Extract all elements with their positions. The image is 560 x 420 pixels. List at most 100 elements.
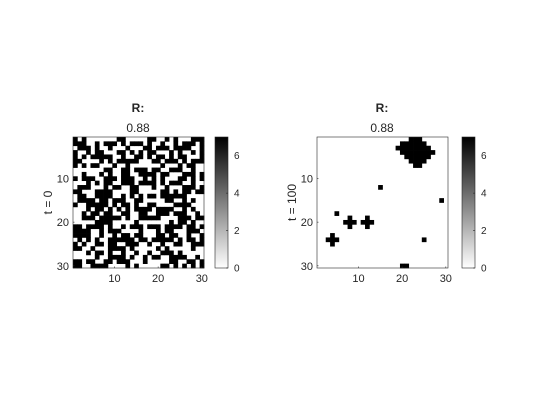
colorbar-tick-label: 0	[234, 264, 240, 275]
heatmap-cell	[99, 215, 104, 221]
colorbar-tick-label: 4	[234, 189, 240, 200]
heatmap-cell	[164, 158, 170, 164]
heatmap-cell	[73, 141, 78, 147]
heatmap-cell	[147, 250, 152, 256]
heatmap-cell	[199, 224, 205, 230]
heatmap-cell	[86, 180, 91, 186]
heatmap-cell	[164, 189, 170, 195]
heatmap-cell	[125, 259, 131, 264]
heatmap-cell	[121, 180, 126, 186]
heatmap-cell	[147, 202, 152, 208]
heatmap-cell	[365, 215, 370, 221]
heatmap-cell	[99, 228, 104, 234]
heatmap-cell	[413, 141, 418, 147]
panel-title: R:	[132, 101, 145, 115]
heatmap-cell	[173, 202, 179, 208]
heatmap-cell	[430, 150, 436, 155]
heatmap-cell	[81, 171, 87, 177]
heatmap-cell	[164, 211, 170, 216]
heatmap-cell	[369, 219, 375, 225]
heatmap-cell	[190, 246, 196, 251]
heatmap-cell	[177, 237, 183, 243]
heatmap-cell	[169, 206, 174, 212]
y-tick-label: 10	[57, 173, 69, 185]
heatmap-cell	[195, 215, 200, 221]
heatmap-cell	[73, 228, 78, 234]
heatmap-cell	[151, 167, 157, 173]
heatmap-cell	[86, 176, 91, 182]
heatmap-cell	[129, 185, 135, 190]
heatmap-cell	[173, 137, 179, 142]
heatmap-cell	[186, 171, 192, 177]
heatmap-cell	[182, 263, 187, 269]
heatmap-cell	[134, 185, 139, 190]
heatmap-cell	[190, 176, 196, 182]
y-axis-label: t = 0	[41, 190, 55, 214]
heatmap-cell	[404, 141, 410, 147]
heatmap-cell	[94, 237, 100, 243]
heatmap-cell	[186, 141, 192, 147]
heatmap-cell	[81, 137, 87, 142]
heatmap-cell	[81, 233, 87, 238]
heatmap-cell	[138, 233, 144, 238]
heatmap-cell	[86, 202, 91, 208]
heatmap-cell	[199, 154, 205, 160]
heatmap-cell	[77, 228, 83, 234]
heatmap-cell	[351, 219, 357, 225]
heatmap-cell	[186, 189, 192, 195]
axes-box	[316, 136, 449, 269]
x-tick-label: 10	[352, 273, 364, 285]
heatmap-cell	[138, 211, 144, 216]
heatmap-cell	[116, 228, 122, 234]
heatmap-cell	[164, 171, 170, 177]
heatmap-cell	[138, 193, 144, 199]
heatmap-cell	[199, 158, 205, 164]
heatmap-cell	[155, 211, 161, 216]
heatmap-cell	[182, 202, 187, 208]
y-tick-label: 30	[57, 261, 69, 273]
heatmap-cell	[116, 150, 122, 155]
heatmap-cell	[421, 145, 427, 151]
heatmap-cell	[99, 224, 104, 230]
heatmap-cell	[182, 158, 187, 164]
heatmap-cell	[138, 215, 144, 221]
heatmap-cell	[73, 263, 78, 269]
heatmap-cell	[330, 233, 335, 238]
heatmap-cell	[169, 158, 174, 164]
heatmap-cell	[103, 219, 109, 225]
heatmap-cell	[199, 141, 205, 147]
heatmap-cell	[142, 180, 148, 186]
heatmap-cell	[334, 237, 340, 243]
heatmap-cell	[199, 263, 205, 269]
heatmap-cell	[173, 141, 179, 147]
heatmap-cell	[107, 193, 113, 199]
heatmap-cell	[121, 246, 126, 251]
heatmap-cell	[107, 211, 113, 216]
heatmap-cell	[195, 241, 200, 247]
heatmap-cell	[112, 246, 118, 251]
heatmap-cell	[177, 176, 183, 182]
heatmap-cell	[103, 167, 109, 173]
heatmap-cell	[112, 233, 118, 238]
heatmap-cell	[125, 158, 131, 164]
heatmap-cell	[99, 150, 104, 155]
heatmap-cell	[77, 193, 83, 199]
heatmap-cell	[186, 224, 192, 230]
y-tick-label: 20	[301, 217, 313, 229]
heatmap-cell	[77, 189, 83, 195]
heatmap-cell	[125, 167, 131, 173]
heatmap-cell	[155, 233, 161, 238]
heatmap-cell	[177, 163, 183, 168]
heatmap-cell	[190, 263, 196, 269]
heatmap-cell	[116, 215, 122, 221]
heatmap-cell	[160, 145, 166, 151]
heatmap-cell	[121, 167, 126, 173]
heatmap-cell	[173, 233, 179, 238]
heatmap-cell	[94, 250, 100, 256]
heatmap-cell	[417, 137, 423, 142]
heatmap-cell	[190, 259, 196, 264]
heatmap-cell	[125, 215, 131, 221]
heatmap-cell	[121, 137, 126, 142]
heatmap-cell	[107, 206, 113, 212]
heatmap-cell	[417, 163, 423, 168]
